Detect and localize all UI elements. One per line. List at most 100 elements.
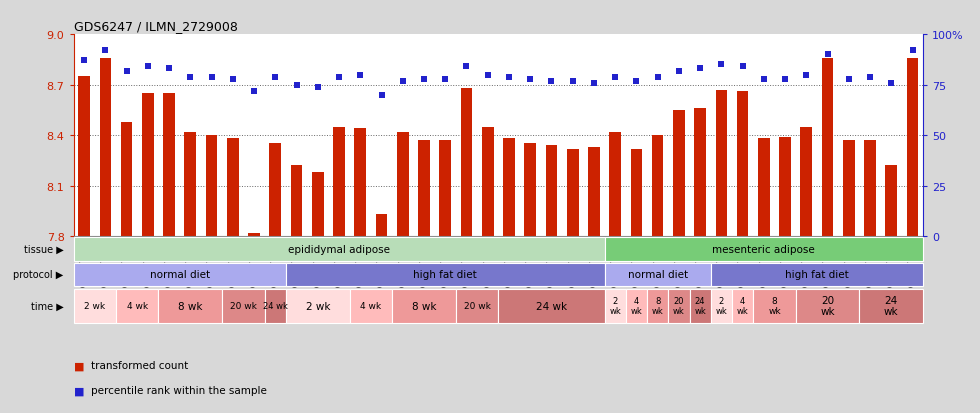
Point: [522, 76, 538, 83]
Text: 8 wk: 8 wk: [412, 301, 436, 311]
Text: 24 wk: 24 wk: [536, 301, 567, 311]
Bar: [350, 289, 392, 323]
Text: 2
wk: 2 wk: [610, 296, 621, 316]
Point: [628, 78, 644, 85]
Bar: [694, 109, 706, 236]
Bar: [439, 141, 451, 236]
Point: [310, 84, 325, 91]
Bar: [864, 141, 876, 236]
Point: [799, 72, 814, 78]
Text: GDS6247 / ILMN_2729008: GDS6247 / ILMN_2729008: [74, 19, 237, 33]
Point: [671, 68, 687, 75]
Bar: [647, 289, 668, 323]
Bar: [461, 89, 472, 236]
Point: [162, 66, 177, 73]
Bar: [843, 141, 855, 236]
Bar: [456, 289, 498, 323]
Bar: [227, 139, 239, 236]
Bar: [74, 289, 116, 323]
Bar: [270, 144, 281, 236]
Point: [883, 80, 899, 87]
Bar: [222, 289, 265, 323]
Bar: [74, 263, 286, 287]
Point: [862, 74, 878, 81]
Bar: [418, 141, 430, 236]
Bar: [159, 289, 222, 323]
Bar: [286, 263, 605, 287]
Point: [756, 76, 771, 83]
Text: tissue ▶: tissue ▶: [24, 244, 64, 254]
Text: normal diet: normal diet: [150, 270, 210, 280]
Bar: [291, 166, 303, 236]
Text: 24 wk: 24 wk: [263, 301, 288, 311]
Bar: [524, 144, 536, 236]
Bar: [265, 289, 286, 323]
Bar: [801, 127, 812, 236]
Point: [353, 72, 368, 78]
Text: high fat diet: high fat diet: [785, 270, 849, 280]
Point: [586, 80, 602, 87]
Point: [735, 64, 751, 71]
Bar: [668, 289, 690, 323]
Point: [437, 76, 453, 83]
Text: 20 wk: 20 wk: [464, 301, 491, 311]
Text: 8
wk: 8 wk: [768, 296, 781, 316]
Bar: [184, 133, 196, 236]
Text: 2 wk: 2 wk: [306, 301, 330, 311]
Point: [480, 72, 496, 78]
Bar: [498, 289, 605, 323]
Point: [119, 68, 134, 75]
Point: [416, 76, 432, 83]
Text: 4 wk: 4 wk: [361, 301, 381, 311]
Bar: [100, 59, 111, 236]
Point: [905, 48, 920, 55]
Bar: [546, 146, 558, 236]
Bar: [588, 147, 600, 236]
Point: [841, 76, 857, 83]
Bar: [312, 173, 323, 236]
Point: [608, 74, 623, 81]
Text: ■: ■: [74, 361, 84, 370]
Point: [98, 48, 114, 55]
Bar: [605, 237, 923, 261]
Point: [692, 66, 708, 73]
Text: 4
wk: 4 wk: [737, 296, 749, 316]
Point: [268, 74, 283, 81]
Text: 2
wk: 2 wk: [715, 296, 727, 316]
Bar: [737, 92, 749, 236]
Text: epididymal adipose: epididymal adipose: [288, 244, 390, 254]
Bar: [286, 289, 350, 323]
Point: [204, 74, 220, 81]
Point: [650, 74, 665, 81]
Bar: [754, 289, 796, 323]
Point: [459, 64, 474, 71]
Bar: [78, 77, 90, 236]
Bar: [605, 289, 626, 323]
Bar: [164, 94, 174, 236]
Point: [713, 62, 729, 69]
Text: 24
wk: 24 wk: [884, 295, 899, 317]
Text: protocol ▶: protocol ▶: [13, 270, 64, 280]
Text: 8
wk: 8 wk: [652, 296, 663, 316]
Bar: [116, 289, 159, 323]
Point: [246, 88, 262, 95]
Text: 8 wk: 8 wk: [178, 301, 203, 311]
Text: 4 wk: 4 wk: [126, 301, 148, 311]
Bar: [690, 289, 710, 323]
Bar: [503, 139, 514, 236]
Point: [331, 74, 347, 81]
Bar: [375, 215, 387, 236]
Point: [819, 52, 835, 59]
Point: [182, 74, 198, 81]
Bar: [859, 289, 923, 323]
Bar: [822, 59, 833, 236]
Bar: [779, 138, 791, 236]
Text: ■: ■: [74, 385, 84, 395]
Bar: [142, 94, 154, 236]
Point: [225, 76, 241, 83]
Point: [140, 64, 156, 71]
Bar: [758, 139, 769, 236]
Text: transformed count: transformed count: [91, 361, 188, 370]
Point: [777, 76, 793, 83]
Bar: [566, 149, 578, 236]
